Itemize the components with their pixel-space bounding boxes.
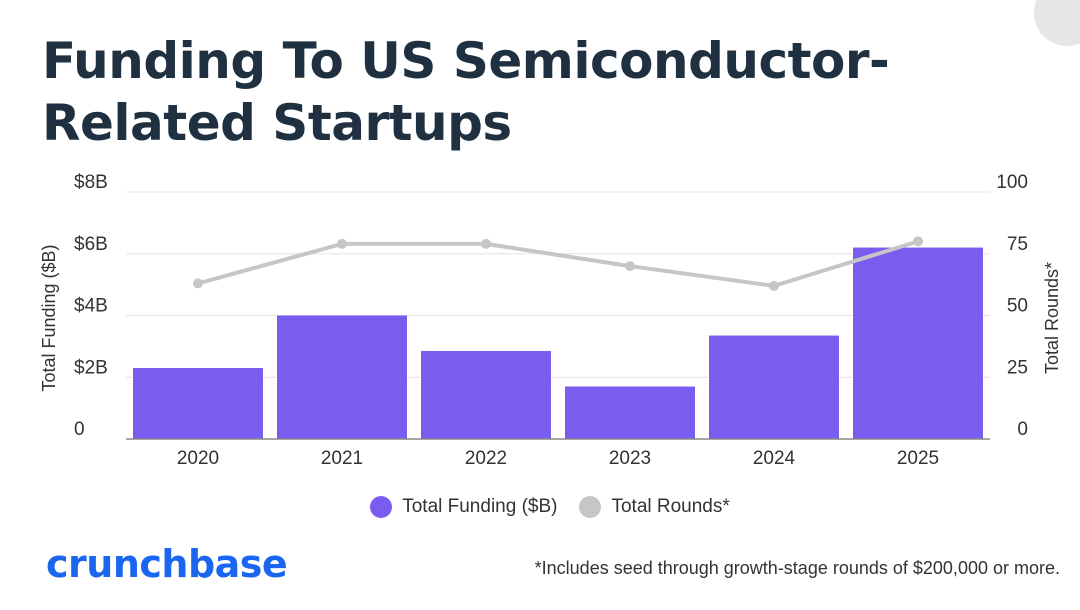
x-tick-label: 2020 xyxy=(177,448,219,469)
legend-swatch-funding xyxy=(370,496,393,518)
rounds-point xyxy=(625,261,635,272)
rounds-line xyxy=(197,239,919,288)
y-axis-title-left: Total Funding ($B) xyxy=(39,244,59,391)
x-tick-label: 2025 xyxy=(897,448,939,469)
y-tick-label-left: $6B xyxy=(74,234,108,255)
rounds-point xyxy=(769,280,779,291)
legend-label-funding: Total Funding ($B) xyxy=(402,496,558,517)
rounds-point xyxy=(481,238,491,249)
y-tick-label-left: 0 xyxy=(74,419,85,440)
crunchbase-logo: crunchbase xyxy=(46,542,288,586)
x-tick-label: 2021 xyxy=(321,448,363,469)
chart-title: Funding To US Semiconductor-Related Star… xyxy=(42,32,890,152)
bar xyxy=(565,386,695,439)
rounds-point xyxy=(193,278,203,289)
y-tick-label-right: 50 xyxy=(1007,296,1028,317)
y-tick-label-right: 0 xyxy=(1017,419,1028,440)
footnote: *Includes seed through growth-stage roun… xyxy=(534,558,1060,578)
legend-item-rounds: Total Rounds* xyxy=(579,496,730,518)
bar xyxy=(853,247,983,439)
bar xyxy=(277,315,407,439)
rounds-point xyxy=(913,236,923,247)
x-tick-label: 2023 xyxy=(609,448,651,469)
bar xyxy=(709,335,839,439)
y-tick-label-right: 25 xyxy=(1007,357,1028,378)
y-axis-title-right: Total Rounds* xyxy=(1042,262,1062,374)
bar xyxy=(421,351,551,439)
legend-swatch-rounds xyxy=(579,496,602,518)
y-tick-label-right: 75 xyxy=(1007,234,1028,255)
y-tick-label-left: $4B xyxy=(74,296,108,317)
legend-item-funding: Total Funding ($B) xyxy=(370,496,557,518)
x-tick-label: 2022 xyxy=(465,448,507,469)
x-tick-label: 2024 xyxy=(753,448,796,469)
y-tick-label-left: $2B xyxy=(74,357,108,378)
y-tick-label-left: $8B xyxy=(74,172,108,193)
rounds-point xyxy=(337,238,347,249)
bar xyxy=(133,367,263,439)
y-tick-label-right: 100 xyxy=(996,172,1028,193)
legend-label-rounds: Total Rounds* xyxy=(611,496,730,517)
chart-legend: Total Funding ($B) Total Rounds* xyxy=(0,496,1080,518)
